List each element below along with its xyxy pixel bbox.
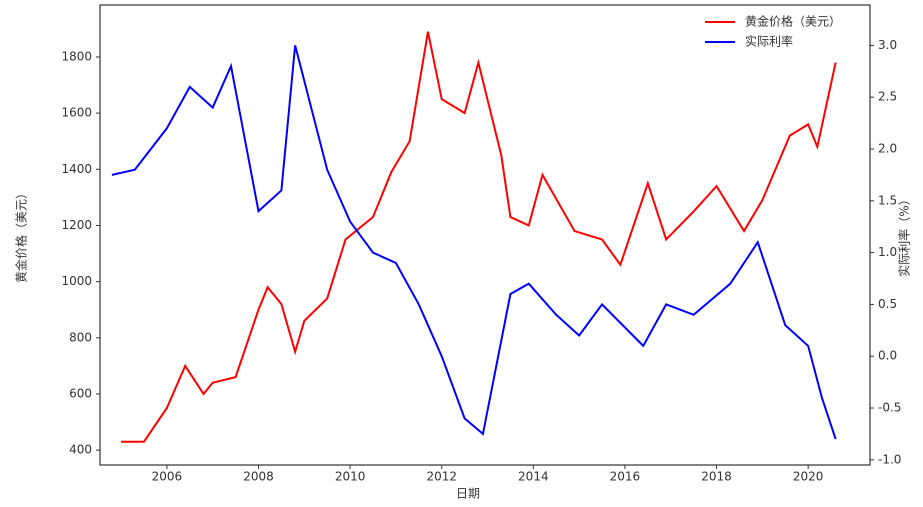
y2-tick-label: -1.0 <box>878 452 901 466</box>
y2-tick-label: 1.5 <box>878 193 897 207</box>
data-line <box>111 45 837 440</box>
y-tick-label: 600 <box>69 386 92 400</box>
y2-tick-label: 0.5 <box>878 297 897 311</box>
y-tick-label: 1200 <box>61 218 92 232</box>
x-tick-label: 2020 <box>793 470 824 484</box>
y2-tick-label: 1.0 <box>878 245 897 259</box>
y2-axis-label: 实际利率（%） <box>897 193 912 276</box>
y2-tick-label: 2.5 <box>878 90 897 104</box>
x-tick-label: 2014 <box>518 470 549 484</box>
y-axis-label: 黄金价格（美元） <box>14 187 29 283</box>
y2-tick-label: 2.0 <box>878 142 897 156</box>
x-axis-label: 日期 <box>456 487 480 501</box>
y2-tick-label: 3.0 <box>878 38 897 52</box>
data-line <box>121 31 837 443</box>
x-tick-label: 2010 <box>335 470 366 484</box>
x-tick-label: 2012 <box>426 470 457 484</box>
y-tick-label: 1800 <box>61 49 92 63</box>
x-tick-label: 2008 <box>243 470 274 484</box>
legend-label: 黄金价格（美元） <box>745 14 841 29</box>
y-tick-label: 800 <box>69 330 92 344</box>
y-tick-label: 1600 <box>61 106 92 120</box>
x-tick-label: 2016 <box>610 470 641 484</box>
plot-frame <box>99 4 871 466</box>
y2-tick-label: -0.5 <box>878 401 901 415</box>
x-tick-label: 2006 <box>152 470 183 484</box>
y-tick-label: 1000 <box>61 274 92 288</box>
y-tick-label: 400 <box>69 443 92 457</box>
x-tick-label: 2018 <box>701 470 732 484</box>
y-tick-label: 1400 <box>61 162 92 176</box>
y2-tick-label: 0.0 <box>878 349 897 363</box>
legend-label: 实际利率 <box>745 34 793 49</box>
